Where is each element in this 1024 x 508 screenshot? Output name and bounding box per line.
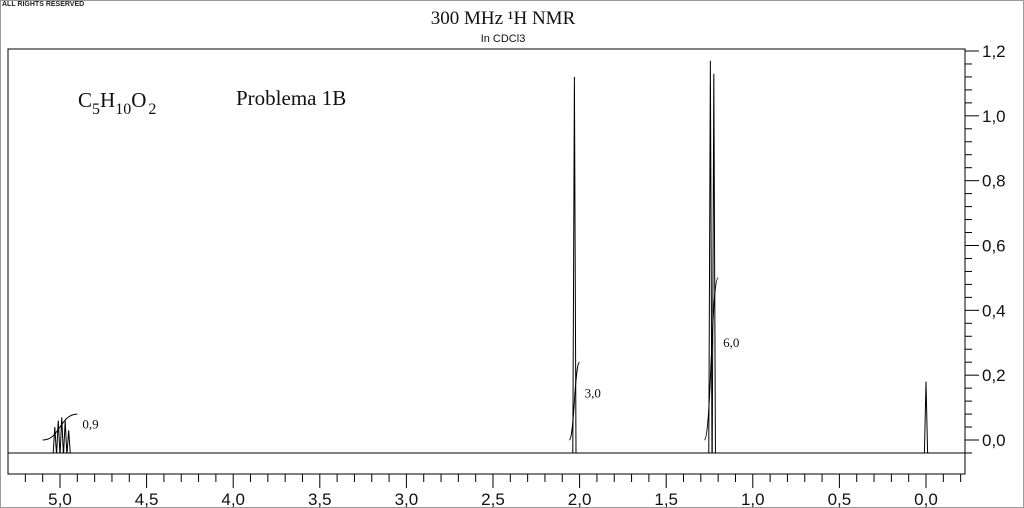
plot-area-border bbox=[7, 48, 966, 475]
y-tick-label: 0,6 bbox=[982, 237, 1006, 256]
x-tick-label: 4,0 bbox=[221, 490, 245, 508]
x-tick-label: 2,0 bbox=[568, 490, 592, 508]
x-tick-label: 3,0 bbox=[395, 490, 419, 508]
spectrum-peak bbox=[63, 420, 68, 453]
spectrum-peak bbox=[56, 420, 61, 453]
formula-h: H bbox=[100, 88, 115, 112]
chart-subtitle: In CDCl3 bbox=[481, 33, 526, 45]
integral-label: 3,0 bbox=[585, 385, 601, 400]
integral-curve bbox=[568, 361, 581, 441]
x-tick-label: 2,5 bbox=[481, 490, 505, 508]
y-tick-label: 0,4 bbox=[982, 301, 1006, 320]
spectrum-peak bbox=[572, 76, 577, 453]
integral-label: 0,9 bbox=[82, 416, 98, 431]
problem-label: Problema 1B bbox=[236, 86, 346, 110]
x-tick-label: 4,5 bbox=[135, 490, 159, 508]
y-tick-label: 0,8 bbox=[982, 172, 1006, 191]
y-tick-label: 0,0 bbox=[982, 431, 1006, 450]
spectrum-peak bbox=[66, 430, 71, 454]
x-tick-label: 1,5 bbox=[654, 490, 678, 508]
spectrum-peak bbox=[711, 73, 716, 453]
x-tick-label: 3,5 bbox=[308, 490, 332, 508]
x-tick-label: 5,0 bbox=[48, 490, 72, 508]
chart-title: 300 MHz ¹H NMR bbox=[431, 8, 576, 29]
integral-curve bbox=[42, 413, 78, 441]
formula-c-count: 5 bbox=[92, 101, 100, 118]
integral-label: 6,0 bbox=[723, 335, 739, 350]
spectrum-peak bbox=[52, 427, 57, 453]
spectrum-peak bbox=[59, 417, 64, 453]
y-axis: 0,0 0,2 0,4 0,6 0,8 1,0 1,2 bbox=[965, 42, 1006, 454]
y-tick-label: 1,2 bbox=[982, 42, 1006, 61]
copyright-text: ALL RIGHTS RESERVED bbox=[2, 1, 84, 8]
x-axis: 5,0 4,5 4,0 3,5 3,0 2,5 2,0 1,5 1,0 0,5 0,0 bbox=[24, 474, 962, 508]
integral-curves: 0,9 3,0 6,0 bbox=[42, 277, 739, 441]
spectrum-peaks bbox=[8, 60, 965, 454]
formula-o-count: 2 bbox=[148, 101, 156, 118]
spectrum-peak bbox=[708, 60, 713, 453]
spectrum-peak bbox=[923, 381, 929, 453]
formula-o: O bbox=[131, 88, 146, 112]
formula-c: C bbox=[78, 88, 92, 112]
y-tick-label: 1,0 bbox=[982, 107, 1006, 126]
x-tick-label: 0,5 bbox=[828, 490, 852, 508]
integral-curve bbox=[703, 277, 719, 441]
formula-h-count: 10 bbox=[115, 101, 131, 118]
x-tick-label: 1,0 bbox=[741, 490, 765, 508]
y-tick-label: 0,2 bbox=[982, 366, 1006, 385]
x-tick-label: 0,0 bbox=[914, 490, 938, 508]
molecular-formula: C5H10O 2 bbox=[78, 88, 156, 118]
